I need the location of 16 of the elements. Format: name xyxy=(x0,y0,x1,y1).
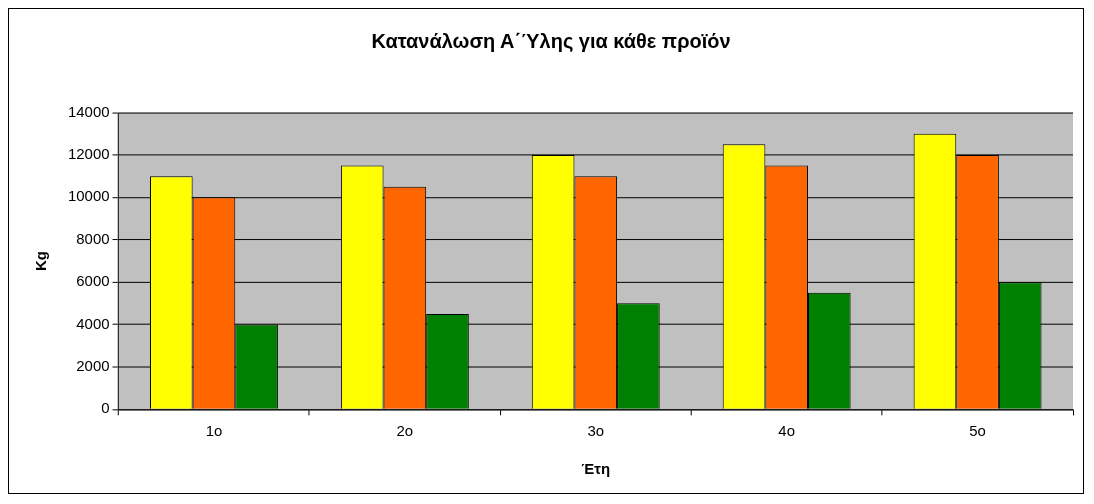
y-tick-label: 8000 xyxy=(76,229,110,247)
x-tick-label: 1ο xyxy=(205,422,223,440)
y-tick-label: 10000 xyxy=(67,187,110,205)
y-tick-label: 14000 xyxy=(67,102,110,120)
x-axis-title: Έτη xyxy=(581,460,611,478)
x-tick-label: 3ο xyxy=(587,422,605,440)
y-tick-label: 12000 xyxy=(67,145,110,163)
chart-title: Κατανάλωση Α΄Ύλης για κάθε προϊόν xyxy=(371,30,731,53)
x-tick-label: 4ο xyxy=(778,422,795,440)
y-tick-label: 0 xyxy=(101,399,110,417)
y-tick-label: 2000 xyxy=(76,357,110,375)
x-tick-label: 5ο xyxy=(969,422,986,440)
y-tick-label: 4000 xyxy=(76,314,110,332)
y-tick-label: 6000 xyxy=(76,272,110,290)
y-axis-title: Kg xyxy=(32,251,50,271)
x-tick-label: 2ο xyxy=(396,422,414,440)
